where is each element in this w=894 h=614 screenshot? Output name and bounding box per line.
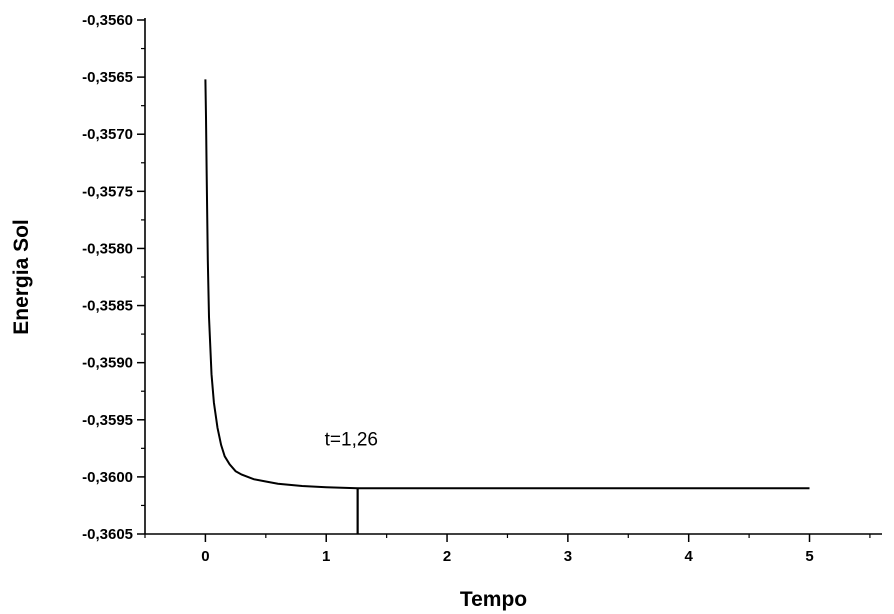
y-tick-label: -0,3570 bbox=[82, 126, 133, 143]
x-tick-label: 3 bbox=[564, 548, 572, 565]
y-tick-label: -0,3560 bbox=[82, 12, 133, 29]
y-tick-label: -0,3565 bbox=[82, 69, 133, 86]
y-tick-label: -0,3590 bbox=[82, 355, 133, 372]
series-line bbox=[204, 79, 810, 490]
y-axis-ticks: -0,3560 -0,3565 -0,3570 -0,3575 -0,3580 -0,35… bbox=[82, 12, 145, 543]
y-tick-label: -0,3575 bbox=[82, 183, 133, 200]
x-tick-label: 5 bbox=[805, 548, 813, 565]
annotation-label: t=1,26 bbox=[325, 429, 378, 450]
y-tick-label: -0,3605 bbox=[82, 526, 133, 543]
y-axis-title: Energia Sol bbox=[10, 219, 33, 335]
y-tick-label: -0,3595 bbox=[82, 412, 133, 429]
x-axis-ticks: 0 1 2 3 4 5 bbox=[144, 534, 871, 565]
y-tick-label: -0,3580 bbox=[82, 240, 133, 257]
x-tick-label: 0 bbox=[201, 548, 209, 565]
y-tick-label: -0,3600 bbox=[82, 469, 133, 486]
y-tick-label: -0,3585 bbox=[82, 298, 133, 315]
x-tick-label: 1 bbox=[322, 548, 330, 565]
x-axis-title: Tempo bbox=[460, 588, 527, 611]
x-tick-label: 2 bbox=[443, 548, 451, 565]
x-tick-label: 4 bbox=[685, 548, 694, 565]
